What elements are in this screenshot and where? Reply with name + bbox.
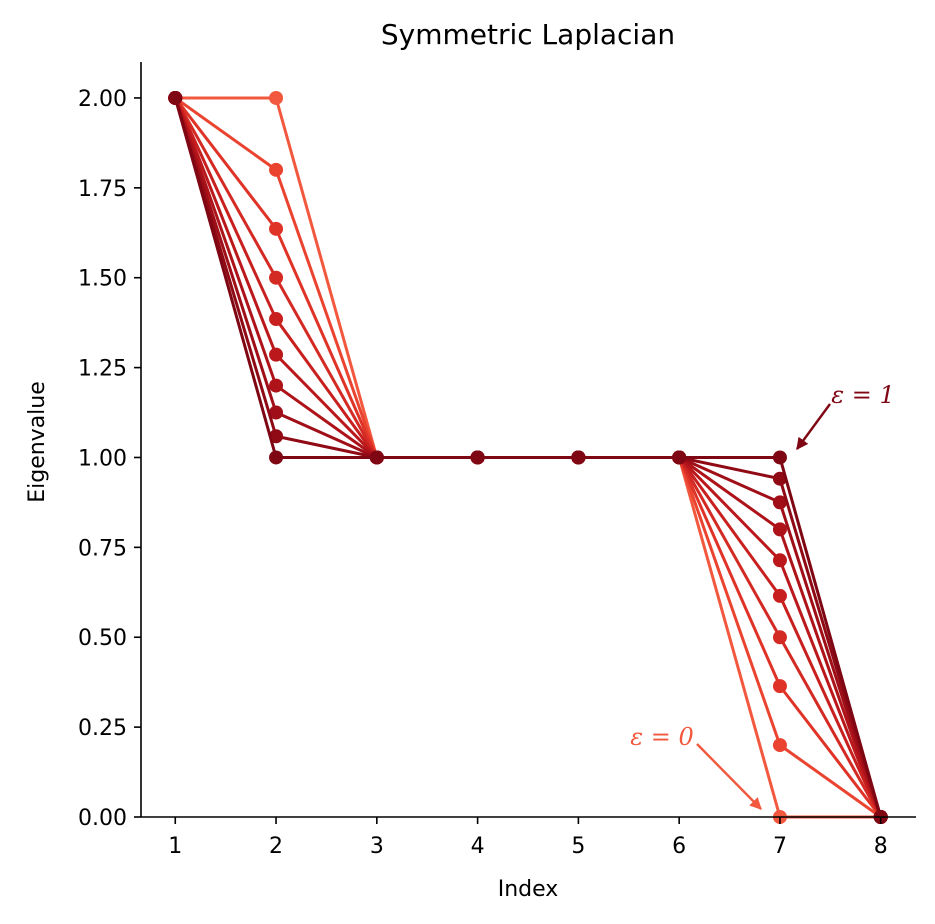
annotation-label: ε = 0 xyxy=(630,723,694,751)
data-point xyxy=(772,630,787,645)
y-tick-label: 1.75 xyxy=(78,177,127,202)
data-point xyxy=(269,162,284,177)
y-tick-label: 2.00 xyxy=(78,87,127,112)
x-tick-label: 2 xyxy=(269,834,283,859)
series-9 xyxy=(168,90,888,824)
data-point xyxy=(772,738,787,753)
data-point xyxy=(772,450,787,465)
ticks-layer: 1 2 3 4 5 6 7 8 0.00 0.25 0.50 0.75 1.00 1.25 1.50 1.75… xyxy=(78,87,888,859)
data-point xyxy=(269,378,284,393)
y-tick-label: 1.00 xyxy=(78,446,127,471)
data-point xyxy=(571,450,586,465)
annotation-arrow xyxy=(796,403,831,450)
data-point xyxy=(772,495,787,510)
x-tick-label: 5 xyxy=(571,834,585,859)
data-point xyxy=(168,90,183,105)
data-point xyxy=(269,347,284,362)
data-point xyxy=(672,450,687,465)
data-point xyxy=(269,312,284,327)
x-tick-label: 7 xyxy=(773,834,787,859)
data-point xyxy=(772,553,787,568)
x-tick-label: 8 xyxy=(874,834,888,859)
data-point xyxy=(772,522,787,537)
y-tick-label: 0.75 xyxy=(78,536,127,561)
data-point xyxy=(269,405,284,420)
x-tick-label: 4 xyxy=(471,834,485,859)
data-point xyxy=(470,450,485,465)
annotation-layer: ε = 1 ε = 0 xyxy=(630,381,895,810)
data-point xyxy=(772,588,787,603)
x-tick-label: 1 xyxy=(168,834,182,859)
series-line xyxy=(173,97,883,818)
y-tick-label: 0.50 xyxy=(78,626,127,651)
y-tick-label: 0.00 xyxy=(78,806,127,831)
data-point xyxy=(369,450,384,465)
data-point xyxy=(269,90,284,105)
y-axis-label: Eigenvalue xyxy=(25,381,50,503)
chart-title: Symmetric Laplacian xyxy=(381,18,675,51)
y-tick-label: 1.25 xyxy=(78,357,127,382)
annotation-label: ε = 1 xyxy=(831,381,895,409)
x-tick-label: 3 xyxy=(370,834,384,859)
x-tick-label: 6 xyxy=(672,834,686,859)
data-point xyxy=(269,450,284,465)
data-point xyxy=(269,221,284,236)
axes-layer xyxy=(140,62,916,818)
x-axis-label: Index xyxy=(498,877,559,902)
data-point xyxy=(772,679,787,694)
series-layer xyxy=(168,90,888,824)
y-tick-label: 0.25 xyxy=(78,716,127,741)
y-tick-label: 1.50 xyxy=(78,267,127,292)
data-point xyxy=(269,270,284,285)
annotation-arrow xyxy=(696,743,762,810)
